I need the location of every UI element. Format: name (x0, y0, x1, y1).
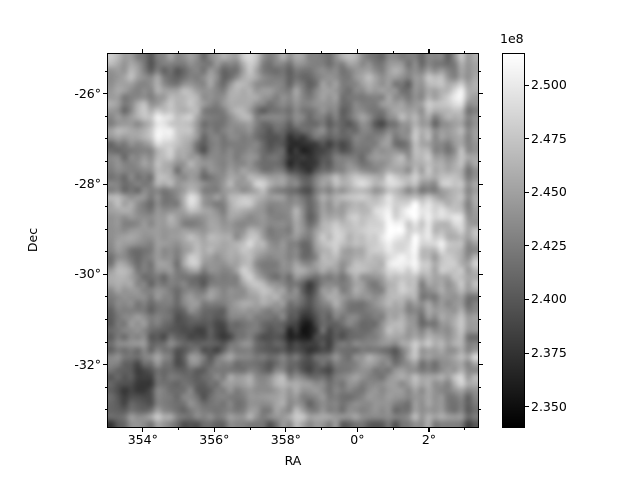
colorbar-tick (525, 298, 529, 301)
y-tick-minor (104, 409, 107, 411)
y-tick-minor (104, 206, 107, 208)
skymap-image (108, 54, 478, 427)
y-tick-minor (104, 386, 107, 388)
x-tick-minor (464, 428, 466, 431)
x-tick-minor-top (464, 50, 466, 53)
y-tick-minor-right (479, 228, 482, 230)
y-tick-minor-right (479, 138, 482, 140)
colorbar-tick-label: 2.375 (531, 344, 567, 360)
y-tick-major-right (479, 364, 483, 366)
y-axis-label: Dec (24, 227, 40, 253)
x-tick-label: 358° (270, 432, 301, 447)
x-tick-major (428, 428, 430, 432)
y-tick-minor (104, 341, 107, 343)
x-axis-label: RA (284, 453, 302, 468)
x-tick-minor (392, 428, 394, 431)
y-tick-major (103, 183, 107, 185)
colorbar-tick-label: 2.475 (531, 130, 567, 146)
x-tick-major-top (356, 49, 358, 53)
y-tick-minor-right (479, 70, 482, 72)
x-tick-minor (321, 428, 323, 431)
colorbar-tick (525, 406, 529, 408)
x-tick-major (142, 428, 144, 432)
y-tick-major-right (479, 93, 483, 95)
y-tick-minor-right (479, 160, 482, 162)
x-tick-label: 356° (199, 432, 230, 447)
y-tick-minor (104, 160, 107, 162)
colorbar-offset-text: 1e8 (500, 31, 524, 46)
x-tick-label: 2° (421, 432, 437, 447)
x-tick-minor-top (178, 50, 180, 53)
x-tick-major (285, 428, 287, 432)
colorbar-tick (525, 352, 529, 354)
x-tick-minor-top (249, 50, 251, 53)
x-tick-major-top (142, 49, 144, 53)
y-tick-minor (104, 138, 107, 140)
y-tick-major (103, 93, 107, 95)
colorbar-tick-label: 2.500 (531, 76, 567, 92)
y-tick-minor-right (479, 319, 482, 321)
y-tick-minor (104, 296, 107, 298)
x-tick-major (213, 428, 215, 432)
x-tick-minor (178, 428, 180, 431)
colorbar-tick (525, 138, 529, 140)
colorbar-tick-label: 2.425 (531, 237, 567, 253)
colorbar-tick-label: 2.450 (531, 184, 567, 200)
y-tick-major (103, 273, 107, 275)
y-tick-minor-right (479, 341, 482, 343)
colorbar-tick (525, 84, 529, 86)
x-tick-minor (249, 428, 251, 431)
y-tick-minor (104, 115, 107, 117)
x-tick-minor-top (392, 50, 394, 53)
x-tick-label: 0° (350, 432, 365, 447)
colorbar-tick-label: 2.400 (531, 291, 567, 307)
y-tick-minor-right (479, 115, 482, 117)
y-tick-label: -26° (74, 85, 101, 101)
colorbar-gradient (503, 54, 524, 427)
x-tick-major-top (213, 49, 215, 53)
colorbar-tick (525, 245, 529, 247)
y-tick-minor (104, 70, 107, 72)
y-tick-minor-right (479, 386, 482, 388)
y-tick-label: -30° (74, 266, 101, 282)
y-tick-minor (104, 319, 107, 321)
colorbar-tick (525, 191, 529, 193)
y-tick-major-right (479, 183, 483, 185)
colorbar-tick-label: 2.350 (531, 398, 567, 414)
skymap-axes[interactable] (107, 53, 479, 428)
y-tick-minor-right (479, 251, 482, 253)
x-tick-major (356, 428, 358, 432)
y-tick-minor-right (479, 296, 482, 298)
y-tick-minor (104, 251, 107, 253)
y-tick-minor-right (479, 206, 482, 208)
x-tick-minor-top (321, 50, 323, 53)
y-tick-minor-right (479, 409, 482, 411)
y-tick-major-right (479, 273, 483, 275)
x-tick-major-top (428, 49, 430, 53)
x-tick-major-top (285, 49, 287, 53)
y-tick-label: -28° (74, 175, 101, 191)
y-tick-minor (104, 228, 107, 230)
y-tick-major (103, 364, 107, 366)
x-tick-label: 354° (127, 432, 158, 447)
colorbar[interactable] (502, 53, 525, 428)
y-tick-label: -32° (74, 356, 101, 372)
